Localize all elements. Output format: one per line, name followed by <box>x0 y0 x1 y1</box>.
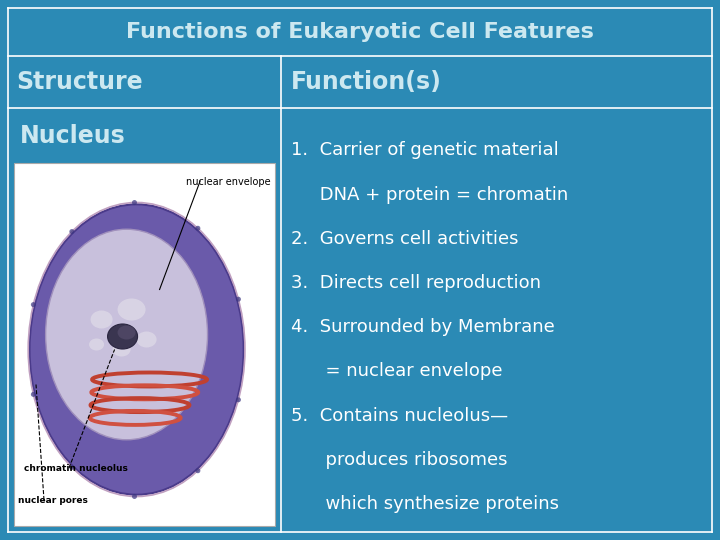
Ellipse shape <box>117 299 145 321</box>
Ellipse shape <box>31 302 36 307</box>
Text: chromatin nucleolus: chromatin nucleolus <box>24 464 128 473</box>
Ellipse shape <box>132 494 137 499</box>
Text: 2.  Governs cell activities: 2. Governs cell activities <box>291 230 518 248</box>
Text: Nucleus: Nucleus <box>20 124 126 148</box>
Text: 1.  Carrier of genetic material: 1. Carrier of genetic material <box>291 141 559 159</box>
Text: = nuclear envelope: = nuclear envelope <box>291 362 503 381</box>
Ellipse shape <box>107 324 138 349</box>
Text: 4.  Surrounded by Membrane: 4. Surrounded by Membrane <box>291 318 555 336</box>
Text: Functions of Eukaryotic Cell Features: Functions of Eukaryotic Cell Features <box>126 22 594 42</box>
Text: Structure: Structure <box>16 70 143 94</box>
Ellipse shape <box>91 310 112 328</box>
Text: 3.  Directs cell reproduction: 3. Directs cell reproduction <box>291 274 541 292</box>
Ellipse shape <box>69 229 74 234</box>
Text: 5.  Contains nucleolus—: 5. Contains nucleolus— <box>291 407 508 424</box>
Ellipse shape <box>112 342 130 356</box>
Bar <box>14 163 275 526</box>
Text: produces ribosomes: produces ribosomes <box>291 451 508 469</box>
Ellipse shape <box>69 465 74 470</box>
Ellipse shape <box>132 200 137 205</box>
Ellipse shape <box>117 326 135 340</box>
Ellipse shape <box>45 229 207 440</box>
Text: which synthesize proteins: which synthesize proteins <box>291 495 559 513</box>
Ellipse shape <box>89 339 104 350</box>
Ellipse shape <box>137 332 156 348</box>
Ellipse shape <box>30 204 243 495</box>
Ellipse shape <box>31 392 36 397</box>
Text: DNA + protein = chromatin: DNA + protein = chromatin <box>291 186 568 204</box>
Ellipse shape <box>236 397 241 402</box>
Text: Function(s): Function(s) <box>291 70 442 94</box>
Ellipse shape <box>195 468 200 473</box>
Ellipse shape <box>195 226 200 231</box>
Ellipse shape <box>236 296 241 302</box>
Text: nuclear pores: nuclear pores <box>18 496 88 505</box>
Text: nuclear envelope: nuclear envelope <box>186 177 270 187</box>
